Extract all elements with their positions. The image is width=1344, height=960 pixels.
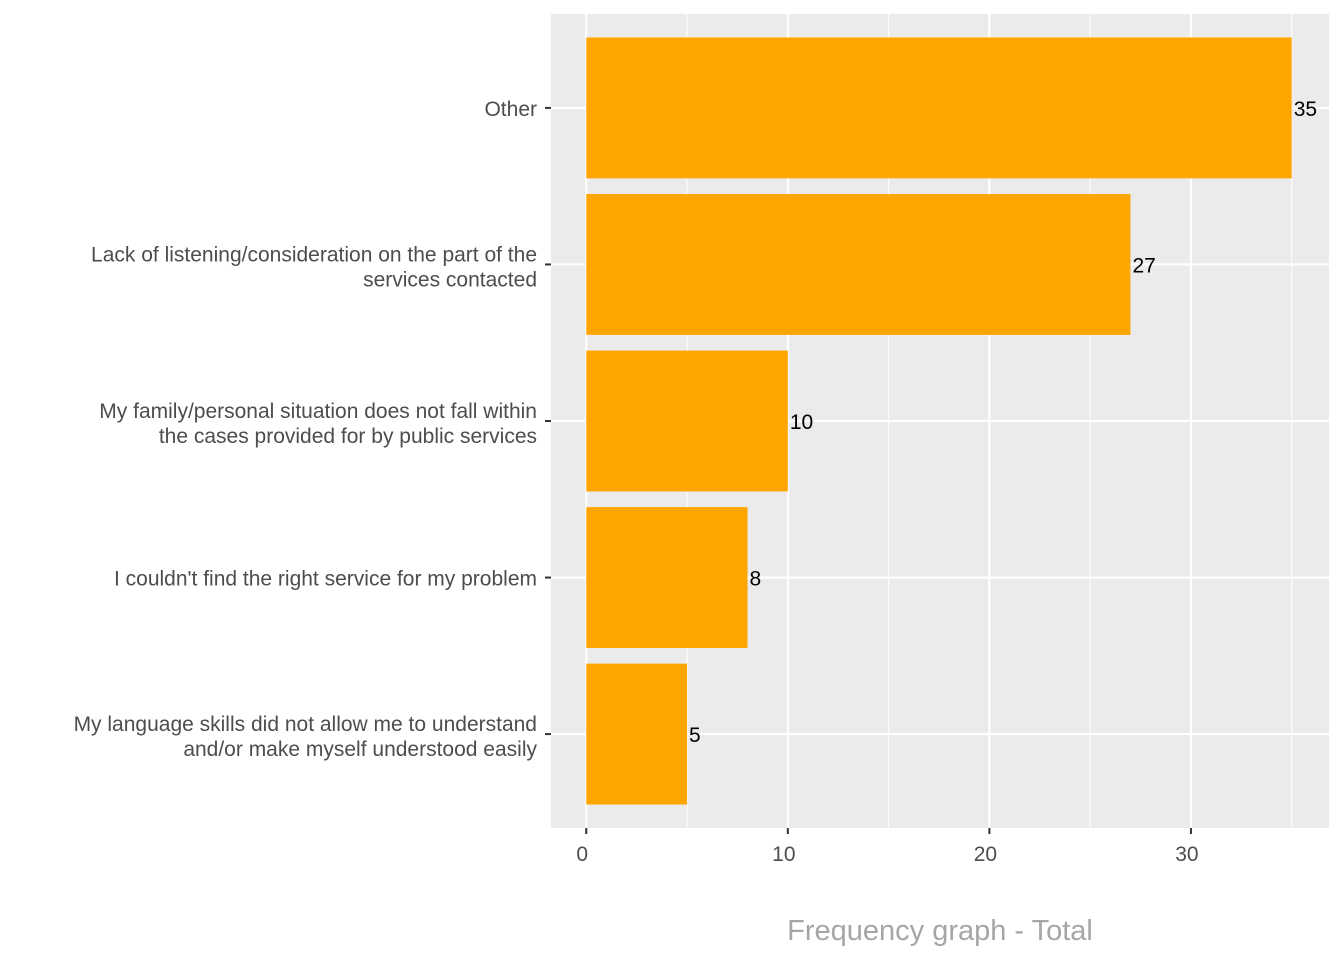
y-tick-label: Other — [484, 98, 537, 121]
data-label: 27 — [1132, 254, 1155, 277]
data-label: 5 — [689, 724, 701, 747]
y-tick-label: the cases provided for by public service… — [159, 425, 537, 448]
x-tick-label: 10 — [772, 843, 795, 866]
data-label: 8 — [750, 568, 762, 591]
bar — [586, 507, 748, 648]
bar — [586, 37, 1292, 179]
bar — [586, 194, 1131, 335]
x-tick-label: 0 — [576, 843, 588, 866]
bars — [586, 37, 1292, 805]
x-tick-label: 20 — [974, 843, 997, 866]
data-label: 35 — [1294, 98, 1317, 121]
y-tick-label: Lack of listening/consideration on the p… — [91, 243, 537, 266]
x-tick-label: 30 — [1175, 843, 1198, 866]
data-labels: 35 27 10 8 5 — [689, 98, 1317, 747]
y-tick-label: My family/personal situation does not fa… — [99, 400, 537, 423]
data-label: 10 — [790, 411, 813, 434]
y-tick-label: services contacted — [363, 268, 537, 291]
bar — [586, 663, 688, 805]
y-axis: Other Lack of listening/consideration on … — [74, 98, 551, 761]
x-axis-title: Frequency graph - Total — [787, 915, 1093, 947]
y-tick-label: and/or make myself understood easily — [183, 738, 537, 761]
y-tick-label: My language skills did not allow me to u… — [74, 713, 537, 736]
bar — [586, 350, 788, 492]
y-tick-label: I couldn't find the right service for my… — [114, 568, 537, 591]
x-axis: 0 10 20 30 — [576, 828, 1199, 866]
